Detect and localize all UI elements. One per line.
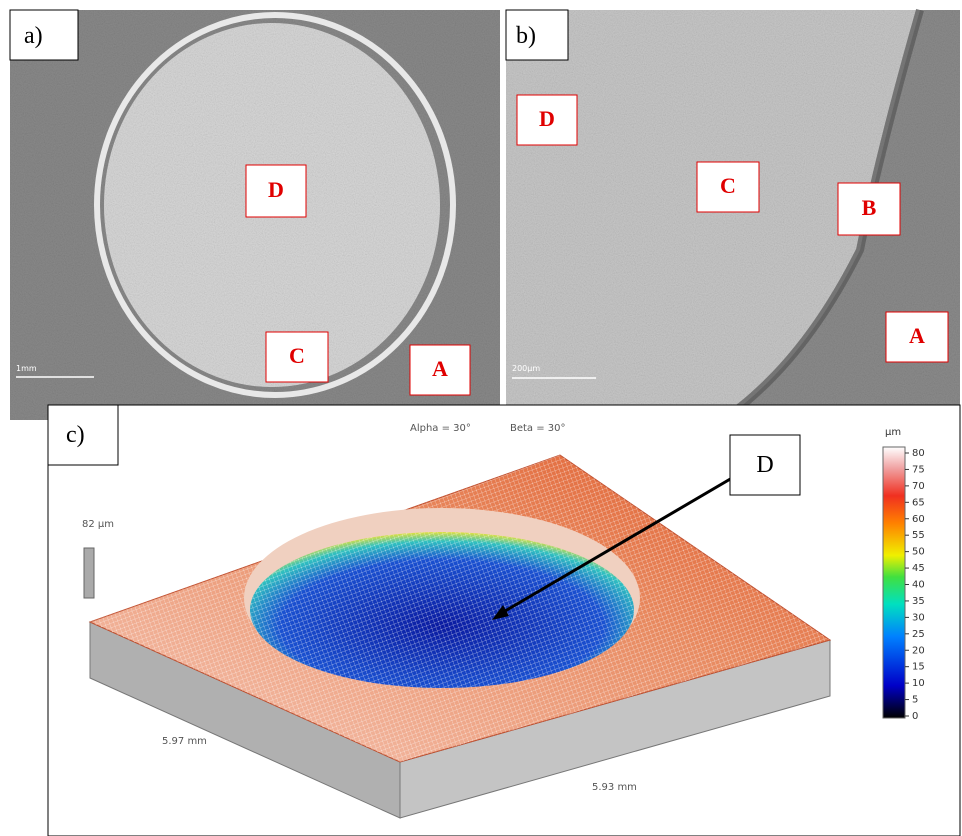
colorbar-tick-label: 60 xyxy=(912,514,925,525)
panel-c: Alpha = 30° Beta = 30° 82 µm 5.97 mm 5.9… xyxy=(48,405,960,836)
scale-bar-label: 1mm xyxy=(16,364,37,373)
colorbar-tick-label: 0 xyxy=(912,711,918,722)
height-label: 82 µm xyxy=(82,519,114,530)
figure: 1mm a) D C A 200µm b) D C B A Alpha = 30… xyxy=(0,0,962,836)
colorbar-tick-label: 25 xyxy=(912,629,925,640)
colorbar-tick-label: 5 xyxy=(912,695,918,706)
panel-b: 200µm b) D C B A xyxy=(506,10,960,420)
panel-tag: c) xyxy=(66,422,85,448)
angle-label: Beta = 30° xyxy=(510,423,566,434)
angle-label: Alpha = 30° xyxy=(410,423,471,434)
colorbar-tick-label: 50 xyxy=(912,547,925,558)
colorbar-tick-label: 80 xyxy=(912,448,925,459)
colorbar-tick-label: 70 xyxy=(912,481,925,492)
callout-label: D xyxy=(756,452,773,478)
region-label: A xyxy=(909,323,925,348)
colorbar xyxy=(883,447,905,718)
colorbar-tick-label: 40 xyxy=(912,580,925,591)
colorbar-tick-label: 75 xyxy=(912,464,925,475)
region-label: A xyxy=(432,356,448,381)
colorbar-tick-label: 45 xyxy=(912,563,925,574)
region-label: D xyxy=(268,177,284,202)
panel-tag: b) xyxy=(516,23,536,49)
region-label: B xyxy=(862,195,877,220)
panel-a: 1mm a) D C A xyxy=(10,10,500,420)
colorbar-tick-label: 55 xyxy=(912,530,925,541)
colorbar-tick-label: 35 xyxy=(912,596,925,607)
colorbar-tick-label: 20 xyxy=(912,645,925,656)
hole-mesh xyxy=(250,532,634,688)
colorbar-tick-label: 10 xyxy=(912,678,925,689)
dimension-label: 5.93 mm xyxy=(592,782,637,793)
colorbar-tick-label: 30 xyxy=(912,612,925,623)
height-scale xyxy=(84,548,94,598)
panel-tag-box xyxy=(10,10,78,60)
region-label: C xyxy=(289,343,305,368)
region-label: C xyxy=(720,173,736,198)
scale-bar-label: 200µm xyxy=(512,364,540,373)
colorbar-tick-label: 15 xyxy=(912,662,925,673)
colorbar-tick-label: 65 xyxy=(912,497,925,508)
page: 1mm a) D C A 200µm b) D C B A Alpha = 30… xyxy=(0,0,962,836)
region-label: D xyxy=(539,106,555,131)
panel-tag: a) xyxy=(24,23,43,49)
dimension-label: 5.97 mm xyxy=(162,736,207,747)
colorbar-unit: µm xyxy=(885,427,901,438)
